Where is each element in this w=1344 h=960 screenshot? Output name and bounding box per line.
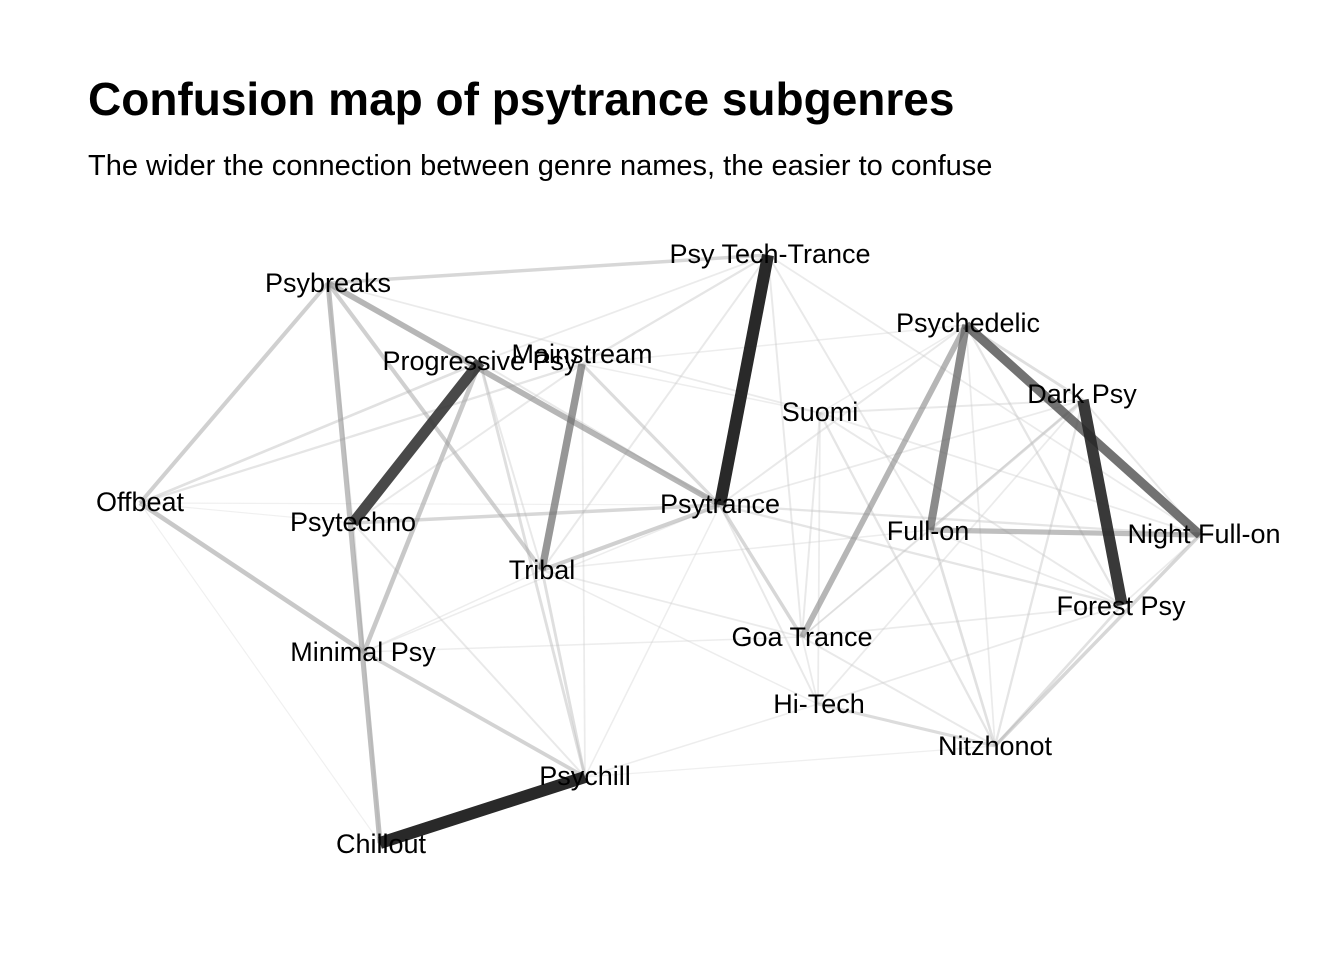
node-label-darkpsy: Dark Psy: [1027, 379, 1137, 409]
edge-hitech-forestpsy: [817, 604, 1123, 705]
edge-psychill-nitzhonot: [584, 745, 996, 778]
edge-chillout-psychill: [378, 771, 587, 849]
edge-goatrance-tribal: [541, 569, 803, 638]
edge-progressive-minimalpsy: [361, 361, 483, 653]
edge-psytrance-forestpsy: [719, 503, 1123, 607]
edge-goatrance-darkpsy: [801, 399, 1084, 638]
edge-psytrance-hitech: [719, 504, 819, 705]
edge-mainstream-psytrance: [580, 362, 722, 507]
edge-goatrance-nitzhonot: [801, 636, 996, 747]
edge-psychedelic-suomi: [819, 324, 967, 414]
edge-darkpsy-fullon: [929, 398, 1084, 532]
edge-psybreaks-psytechtrance: [327, 253, 769, 285]
edge-psychedelic-forestpsy: [964, 324, 1124, 606]
edge-mainstream-tribal: [538, 363, 586, 571]
node-label-psybreaks: Psybreaks: [265, 268, 391, 298]
edge-hitech-tribal: [541, 569, 819, 705]
edge-goatrance-minimalpsy: [363, 636, 803, 653]
node-label-fullon: Full-on: [887, 516, 970, 546]
edge-psybreaks-psytrance: [326, 280, 722, 508]
edge-psybreaks-chillout: [325, 282, 383, 844]
node-label-nitzhonot: Nitzhonot: [938, 731, 1053, 761]
edge-nitzhonot-nightfullon: [993, 533, 1202, 748]
edge-psybreaks-offbeat: [138, 281, 330, 505]
edge-offbeat-psytrance: [139, 502, 721, 506]
node-label-hitech: Hi-Tech: [773, 689, 865, 719]
edge-progressive-tribal: [479, 361, 543, 571]
edge-goatrance-hitech: [801, 636, 819, 705]
edge-offbeat-progressive: [139, 360, 481, 505]
node-label-forestpsy: Forest Psy: [1056, 591, 1186, 621]
edge-nightfullon-suomi: [819, 412, 1201, 536]
edge-psytechtrance-tribal: [541, 254, 769, 571]
edge-psytechtrance-nightfullon: [767, 254, 1201, 536]
edge-fullon-nightfullon: [929, 527, 1201, 538]
edge-tribal-psytrance: [541, 503, 721, 572]
edge-minimalpsy-tribal: [363, 569, 543, 653]
edge-suomi-forestpsy: [819, 412, 1123, 606]
edge-psychedelic-goatrance: [799, 323, 969, 639]
edge-hitech-psychill: [584, 703, 819, 778]
node-label-chillout: Chillout: [336, 829, 427, 859]
edge-psytrance-psychedelic: [719, 324, 967, 506]
node-label-psychedelic: Psychedelic: [896, 308, 1040, 338]
node-label-progressive: Progressive Psy: [382, 346, 578, 376]
edge-tribal-psychill: [540, 569, 587, 778]
edge-minimalpsy-psychill: [363, 650, 586, 779]
edge-suomi-goatrance: [801, 412, 821, 638]
edge-hitech-darkpsy: [817, 399, 1084, 705]
page-title: Confusion map of psytrance subgenres: [88, 73, 955, 125]
edge-fullon-goatrance: [801, 529, 931, 638]
edge-mainstream-suomi: [581, 363, 821, 414]
node-label-psychill: Psychill: [539, 761, 631, 791]
edge-progressive-psychill: [478, 361, 587, 778]
page-subtitle: The wider the connection between genre n…: [88, 150, 993, 182]
node-label-psytrance: Psytrance: [660, 489, 780, 519]
edge-goatrance-psytrance: [718, 504, 804, 638]
node-label-offbeat: Offbeat: [96, 487, 185, 517]
edge-fullon-nitzhonot: [928, 529, 997, 747]
edge-psytrance-nightfullon: [719, 503, 1201, 537]
edge-layer: [138, 253, 1204, 849]
edge-psychill-psytrance: [584, 504, 721, 778]
edge-offbeat-psytechno: [139, 502, 354, 524]
node-label-psytechtrance: Psy Tech-Trance: [669, 239, 870, 269]
node-label-goatrance: Goa Trance: [731, 622, 872, 652]
edge-progressive-psytechtrance: [479, 254, 769, 363]
edge-minimalpsy-psytrance: [363, 504, 721, 653]
edge-psytechno-mainstream: [352, 363, 583, 524]
edge-fullon-tribal: [541, 529, 931, 571]
edge-progressive-psytechno: [348, 358, 485, 527]
edge-psytechtrance-psytrance: [714, 253, 774, 507]
edge-psytechno-psytrance: [352, 503, 721, 525]
edge-suomi-nitzhonot: [818, 412, 997, 747]
node-label-tribal: Tribal: [509, 555, 576, 585]
edge-goatrance-forestpsy: [801, 604, 1123, 638]
edge-darkpsy-nitzhonot: [993, 399, 1085, 747]
node-label-mainstream: Mainstream: [511, 339, 652, 369]
node-label-psytechno: Psytechno: [290, 507, 416, 537]
edge-psychedelic-nitzhonot: [965, 324, 996, 747]
edge-psychedelic-fullon: [926, 324, 970, 531]
edge-psychedelic-mainstream: [581, 324, 967, 365]
edge-offbeat-chillout: [139, 502, 381, 844]
edge-fullon-forestpsy: [929, 529, 1123, 606]
edge-darkpsy-forestpsy: [1077, 398, 1128, 607]
node-label-nightfullon: Night Full-on: [1127, 519, 1280, 549]
edge-mainstream-psychill: [581, 363, 586, 778]
edge-psytechtrance-goatrance: [767, 254, 803, 638]
node-label-suomi: Suomi: [782, 397, 859, 427]
edge-hitech-nitzhonot: [817, 702, 996, 748]
edge-mainstream-psytechtrance: [581, 254, 769, 365]
edge-offbeat-minimalpsy: [138, 501, 366, 654]
edge-suomi-hitech: [817, 412, 821, 705]
edge-psytechno-psychill: [352, 522, 586, 778]
edge-psytechtrance-fullon: [767, 254, 931, 531]
node-label-minimalpsy: Minimal Psy: [290, 637, 436, 667]
